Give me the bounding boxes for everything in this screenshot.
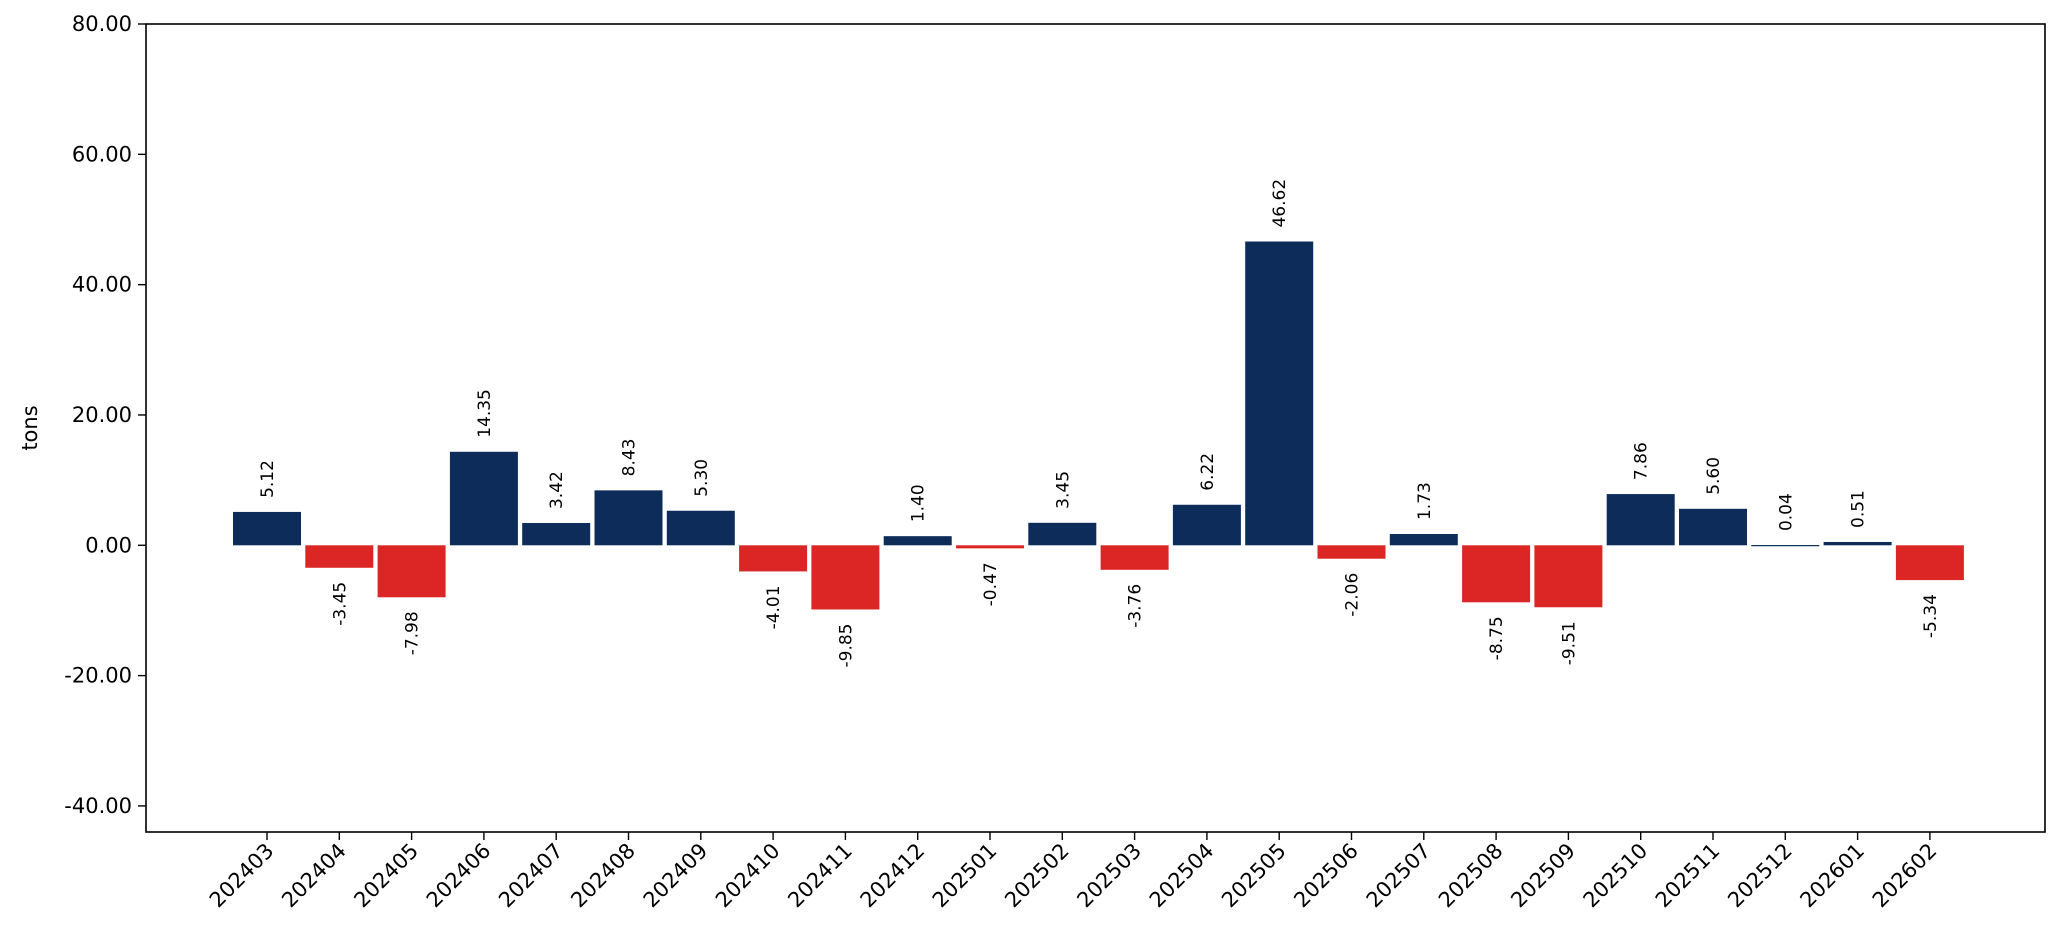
data-label-202411: -9.85 — [836, 623, 856, 667]
data-label-202506: -2.06 — [1343, 573, 1363, 617]
x-tick-label: 202406 — [422, 839, 496, 913]
y-tick-label: 80.00 — [72, 12, 132, 36]
x-tick-label: 202501 — [928, 839, 1002, 913]
data-label-202512: 0.04 — [1776, 493, 1796, 531]
x-tick-label: 202409 — [639, 839, 713, 913]
x-tick-label: 202410 — [711, 839, 785, 913]
data-label-202501: -0.47 — [981, 562, 1001, 606]
bar-202505 — [1245, 241, 1314, 546]
bar-202506 — [1317, 545, 1386, 559]
bar-202404 — [305, 545, 374, 568]
data-label-202407: 3.42 — [547, 471, 567, 509]
data-label-202510: 7.86 — [1632, 442, 1652, 480]
data-label-202601: 0.51 — [1849, 490, 1869, 528]
x-tick-label: 202601 — [1795, 839, 1869, 913]
y-tick-label: 40.00 — [72, 273, 132, 297]
x-tick-label: 202507 — [1362, 839, 1436, 913]
data-label-202405: -7.98 — [403, 611, 423, 655]
data-label-202602: -5.34 — [1921, 594, 1941, 638]
y-tick-label: -20.00 — [64, 664, 132, 688]
data-label-202412: 1.40 — [909, 484, 929, 522]
data-label-202406: 14.35 — [475, 389, 495, 438]
bar-202511 — [1679, 508, 1747, 546]
data-label-202410: -4.01 — [764, 585, 784, 629]
bar-202407 — [522, 523, 591, 546]
bar-202411 — [811, 545, 880, 610]
y-tick-label: 60.00 — [72, 142, 132, 166]
x-tick-label: 202511 — [1651, 839, 1725, 913]
bar-202510 — [1606, 494, 1675, 546]
data-labels-layer: 5.12 -3.45 -7.98 14.35 3.42 8.43 5.30 -4.01 -9.8… — [258, 179, 1941, 668]
bar-202504 — [1172, 504, 1241, 546]
bar-202502 — [1028, 522, 1097, 546]
bar-202501 — [956, 545, 1024, 549]
data-label-202404: -3.45 — [330, 582, 350, 626]
data-label-202408: 8.43 — [620, 438, 640, 476]
bar-202412 — [883, 536, 952, 546]
axes-layer: -40.00 -20.00 0.00 20.00 40.00 60.00 80.00 2024… — [64, 12, 2046, 913]
y-tick-label: 0.00 — [85, 533, 132, 557]
y-axis-title: tons — [18, 405, 42, 450]
data-label-202409: 5.30 — [692, 459, 712, 497]
x-tick-label: 202602 — [1868, 839, 1942, 913]
data-label-202502: 3.45 — [1053, 471, 1073, 509]
bar-202601 — [1823, 541, 1892, 546]
bar-202409 — [666, 510, 735, 546]
x-tick-label: 202412 — [856, 839, 930, 913]
data-label-202505: 46.62 — [1270, 179, 1290, 228]
x-tick-label: 202508 — [1434, 839, 1508, 913]
y-tick-label: 20.00 — [72, 403, 132, 427]
x-tick-label: 202411 — [783, 839, 857, 913]
bars-layer — [233, 241, 1964, 610]
data-label-202507: 1.73 — [1415, 482, 1435, 520]
bar-202406 — [449, 451, 518, 546]
data-label-202508: -8.75 — [1487, 616, 1507, 660]
bar-202507 — [1389, 534, 1458, 546]
data-label-202503: -3.76 — [1126, 584, 1146, 628]
bar-202512 — [1751, 545, 1820, 547]
bar-202509 — [1534, 545, 1603, 608]
x-tick-label: 202405 — [349, 839, 423, 913]
bar-202408 — [594, 490, 663, 546]
bar-202508 — [1462, 545, 1531, 603]
bar-202602 — [1895, 545, 1964, 581]
data-label-202504: 6.22 — [1198, 453, 1218, 491]
x-tick-label: 202506 — [1289, 839, 1363, 913]
x-tick-label: 202505 — [1217, 839, 1291, 913]
bar-202503 — [1100, 545, 1169, 570]
x-tick-label: 202404 — [277, 839, 351, 913]
x-tick-label: 202408 — [566, 839, 640, 913]
y-tick-label: -40.00 — [64, 794, 132, 818]
data-label-202509: -9.51 — [1559, 621, 1579, 665]
x-tick-label: 202512 — [1723, 839, 1797, 913]
bar-202405 — [377, 545, 446, 598]
x-tick-label: 202407 — [494, 839, 568, 913]
x-tick-label: 202403 — [205, 839, 279, 913]
data-label-202403: 5.12 — [258, 460, 278, 498]
bar-202410 — [739, 545, 808, 572]
x-tick-label: 202509 — [1506, 839, 1580, 913]
x-tick-label: 202502 — [1000, 839, 1074, 913]
x-tick-label: 202510 — [1579, 839, 1653, 913]
plot-frame — [145, 23, 2046, 833]
bar-202403 — [233, 511, 301, 546]
x-tick-label: 202503 — [1072, 839, 1146, 913]
x-tick-label: 202504 — [1145, 839, 1219, 913]
data-label-202511: 5.60 — [1704, 457, 1724, 495]
